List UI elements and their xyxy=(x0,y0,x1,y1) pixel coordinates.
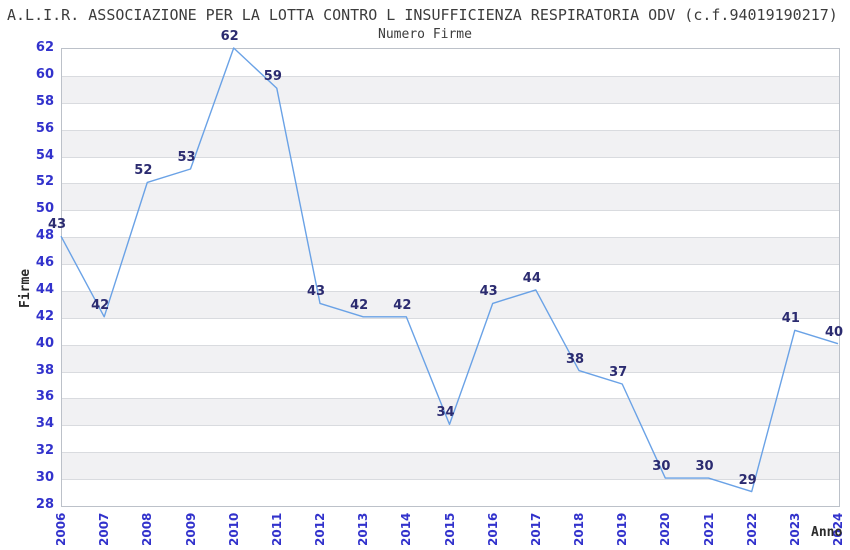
data-label: 53 xyxy=(177,149,196,165)
data-label: 38 xyxy=(565,351,585,367)
plot-band xyxy=(62,452,839,480)
data-label: 37 xyxy=(609,365,628,381)
x-tick-label: 2013 xyxy=(356,512,371,546)
y-tick-label: 40 xyxy=(35,335,54,351)
data-label: 43 xyxy=(306,284,326,300)
data-label: 30 xyxy=(652,459,671,475)
y-tick-label: 44 xyxy=(35,281,54,297)
x-tick-label: 2021 xyxy=(701,512,716,546)
y-tick-label: 36 xyxy=(35,389,54,405)
x-tick-label: 2009 xyxy=(183,512,198,546)
gridline xyxy=(62,344,839,346)
y-tick-label: 54 xyxy=(35,147,54,163)
gridline xyxy=(62,75,839,77)
gridline xyxy=(62,371,839,373)
plot-band xyxy=(62,183,839,211)
gridline xyxy=(62,425,839,427)
gridline xyxy=(62,264,839,266)
gridline xyxy=(62,398,839,400)
gridline xyxy=(62,237,839,239)
gridline xyxy=(62,210,839,212)
x-tick-label: 2011 xyxy=(269,512,284,546)
chart-title: A.L.I.R. ASSOCIAZIONE PER LA LOTTA CONTR… xyxy=(7,6,838,24)
plot-band xyxy=(62,344,839,372)
data-label: 42 xyxy=(393,297,412,313)
data-label: 62 xyxy=(220,29,239,44)
y-tick-label: 56 xyxy=(35,120,54,136)
x-tick-label: 2018 xyxy=(572,512,586,546)
y-tick-label: 42 xyxy=(35,308,54,324)
gridline xyxy=(62,290,839,292)
x-tick-label: 2007 xyxy=(97,512,112,546)
x-tick-label: 2017 xyxy=(528,512,543,546)
data-label: 30 xyxy=(695,459,714,475)
y-tick-label: 62 xyxy=(35,40,54,55)
plot-area xyxy=(61,48,840,507)
plot-band xyxy=(62,237,839,265)
x-tick-label: 2012 xyxy=(313,512,327,546)
data-label: 42 xyxy=(350,297,369,313)
x-tick-label: 2006 xyxy=(54,512,68,546)
x-tick-label: 2016 xyxy=(485,512,500,546)
x-tick-label: 2010 xyxy=(226,512,241,546)
x-axis-title: Anno xyxy=(811,525,843,540)
gridline xyxy=(62,129,839,131)
data-label: 52 xyxy=(134,163,153,179)
y-tick-label: 50 xyxy=(35,201,54,217)
x-tick-label: 2022 xyxy=(744,512,759,546)
x-tick-label: 2008 xyxy=(140,512,155,546)
x-tick-label: 2014 xyxy=(399,512,414,546)
chart-subtitle: Numero Firme xyxy=(378,27,472,42)
y-tick-label: 32 xyxy=(35,443,54,459)
data-label: 59 xyxy=(263,69,282,85)
gridline xyxy=(62,102,839,104)
gridline xyxy=(62,156,839,158)
data-label: 44 xyxy=(522,270,541,286)
y-tick-label: 38 xyxy=(35,362,54,378)
plot-band xyxy=(62,129,839,157)
data-label: 41 xyxy=(781,311,800,327)
y-tick-label: 34 xyxy=(35,416,54,432)
line-series-path xyxy=(60,47,839,493)
data-label: 40 xyxy=(824,324,844,340)
x-tick-label: 2015 xyxy=(442,512,457,546)
plot-band xyxy=(62,290,839,318)
x-tick-label: 2020 xyxy=(658,512,673,546)
plot-band xyxy=(62,75,839,103)
y-tick-label: 60 xyxy=(35,66,54,82)
y-tick-label: 52 xyxy=(35,174,54,190)
data-label: 43 xyxy=(47,217,67,233)
gridline xyxy=(62,183,839,185)
y-tick-label: 48 xyxy=(35,228,54,244)
gridline xyxy=(62,317,839,319)
y-tick-label: 28 xyxy=(35,497,54,512)
gridline xyxy=(62,452,839,454)
x-tick-label: 2019 xyxy=(615,512,630,546)
data-label: 34 xyxy=(436,405,455,421)
data-label: 29 xyxy=(738,472,757,488)
y-tick-label: 46 xyxy=(35,255,54,271)
y-tick-label: 58 xyxy=(35,93,54,109)
gridline xyxy=(62,479,839,481)
data-label: 43 xyxy=(479,284,498,300)
x-tick-label: 2023 xyxy=(787,512,802,546)
data-label: 42 xyxy=(91,297,110,313)
y-tick-label: 30 xyxy=(35,470,54,486)
